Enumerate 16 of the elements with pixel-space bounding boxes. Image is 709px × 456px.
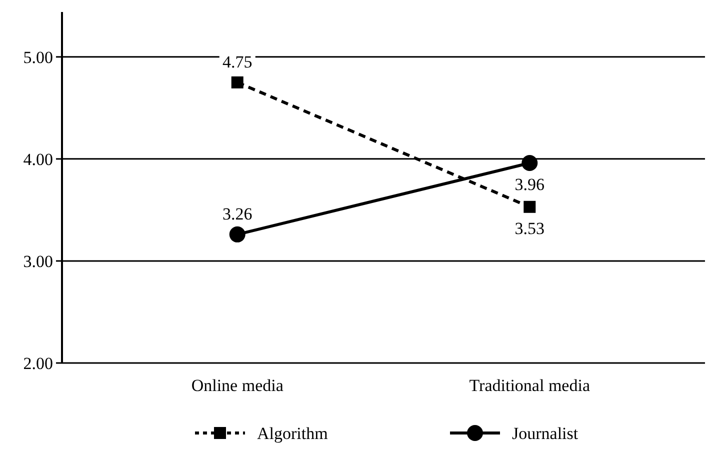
y-tick-label: 3.00 [23, 252, 53, 271]
data-label: 3.96 [514, 175, 545, 194]
data-label: 3.26 [222, 204, 252, 224]
y-tick-label: 5.00 [23, 48, 53, 67]
point [231, 76, 244, 88]
y-tick-label: 2.00 [23, 354, 53, 373]
y-tick-label: 4.00 [23, 150, 53, 169]
legend-label: Journalist [512, 424, 578, 443]
x-tick-label: Traditional media [469, 376, 590, 395]
legend-label: Algorithm [257, 424, 328, 443]
x-tick-label: Online media [191, 376, 284, 395]
data-label: 3.53 [514, 218, 545, 238]
point [524, 200, 536, 213]
point [229, 226, 246, 242]
data-label: 4.75 [222, 52, 252, 72]
point [522, 155, 538, 172]
